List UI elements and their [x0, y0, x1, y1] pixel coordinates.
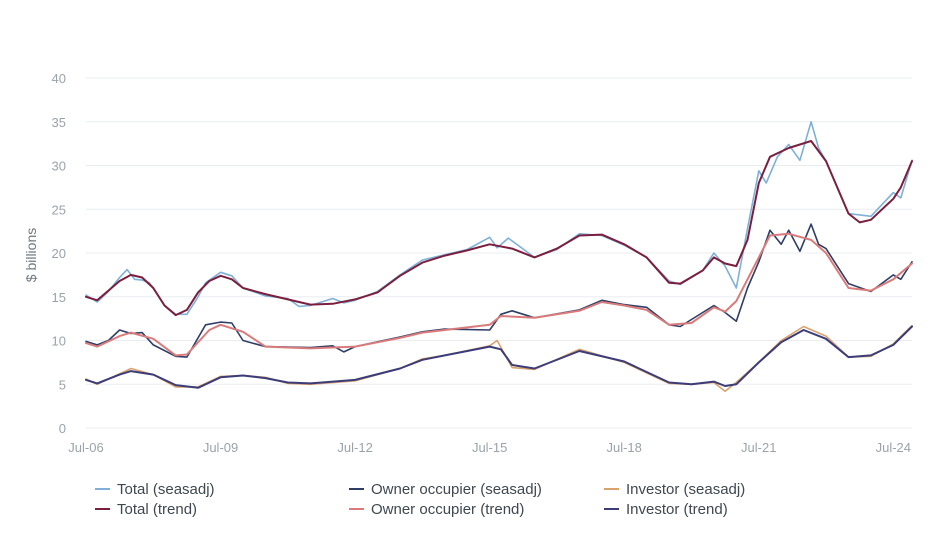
series-line-1	[85, 121, 913, 316]
series-line-4	[85, 140, 913, 317]
legend-label: Investor (seasadj)	[626, 481, 745, 498]
legend-label: Owner occupier (trend)	[371, 501, 524, 518]
y-tick-label: 20	[52, 246, 66, 261]
series-line-2	[85, 223, 913, 358]
legend-label: Owner occupier (seasadj)	[371, 481, 542, 498]
legend: Total (seasadj) Owner occupier (seasadj) I…	[95, 481, 745, 518]
x-tick-label: Jul-09	[203, 440, 238, 455]
x-axis: Jul-06 Jul-09 Jul-12 Jul-15 Jul-18 Jul-21 Jul-…	[68, 440, 911, 455]
series-lines	[85, 121, 913, 393]
series-line-6	[85, 325, 913, 389]
series-line-5	[85, 232, 913, 357]
x-tick-label: Jul-12	[337, 440, 372, 455]
x-tick-label: Jul-06	[68, 440, 103, 455]
y-tick-label: 5	[59, 377, 66, 392]
y-tick-label: 25	[52, 202, 66, 217]
legend-label: Total (trend)	[117, 501, 197, 518]
y-axis: 0 5 10 15 20 25 30 35 40	[52, 71, 66, 436]
y-tick-label: 0	[59, 421, 66, 436]
x-tick-label: Jul-18	[606, 440, 641, 455]
legend-label: Investor (trend)	[626, 501, 728, 518]
y-tick-label: 10	[52, 334, 66, 349]
legend-label: Total (seasadj)	[117, 481, 215, 498]
y-tick-label: 40	[52, 71, 66, 86]
x-tick-label: Jul-15	[472, 440, 507, 455]
gridlines	[86, 77, 912, 429]
x-tick-label: Jul-24	[876, 440, 911, 455]
y-tick-label: 15	[52, 290, 66, 305]
y-tick-label: 30	[52, 159, 66, 174]
y-axis-title: $ billions	[23, 228, 39, 282]
y-tick-label: 35	[52, 115, 66, 130]
x-tick-label: Jul-21	[741, 440, 776, 455]
